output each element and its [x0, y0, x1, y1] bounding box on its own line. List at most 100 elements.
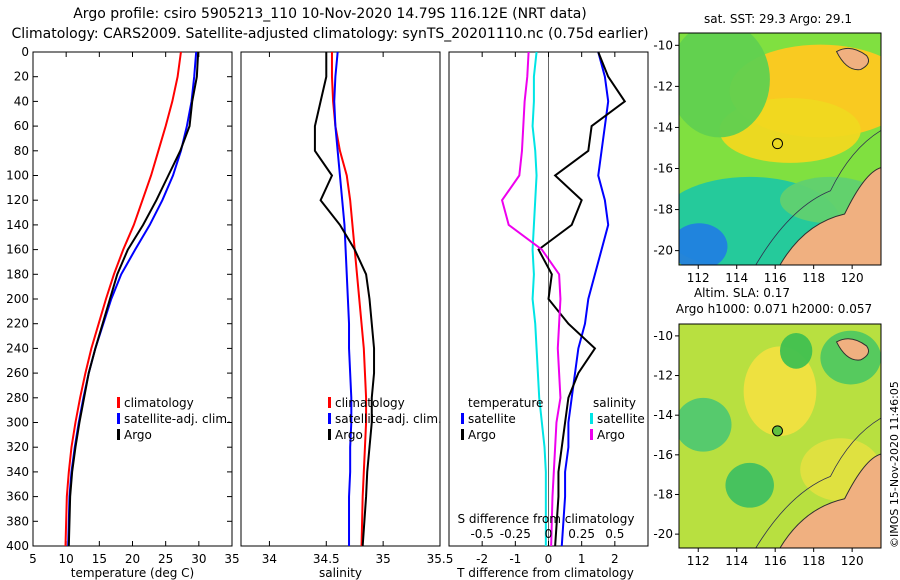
x-tick-label: 34: [262, 552, 277, 566]
y-tick-label: 0: [21, 45, 29, 59]
y-tick-label: 360: [6, 490, 29, 504]
y-tick-label: 240: [6, 341, 29, 355]
x-tick-label: -1: [509, 552, 521, 566]
y-tick-label: -14: [653, 120, 673, 134]
x-tick-label: 15: [92, 552, 107, 566]
y-tick-label: 280: [6, 391, 29, 405]
legend-swatch: [117, 429, 120, 440]
sla-map-title-2: Argo h1000: 0.071 h2000: 0.057: [676, 302, 872, 316]
sst-map-panel: sat. SST: 29.3 Argo: 29.1 112 114 116 118 120…: [653, 12, 882, 285]
y-tick-label: 340: [6, 465, 29, 479]
x-tick-label: 10: [59, 552, 74, 566]
land-coast: [779, 453, 881, 548]
legend-label: satellite-adj. clim.: [124, 412, 231, 426]
x-tick-label: 112: [687, 271, 710, 285]
legend-swatch: [328, 413, 331, 424]
y-tick-label: 260: [6, 366, 29, 380]
legend-label: Argo: [597, 428, 625, 442]
y-tick-label: -16: [653, 162, 673, 176]
y-tick-label: -10: [653, 329, 673, 343]
x-axis-label: temperature (deg C): [71, 566, 194, 580]
y-tick-label: 60: [14, 119, 29, 133]
series-climatology: [64, 51, 182, 547]
y-tick-label: 40: [14, 94, 29, 108]
x-tick-label: 114: [725, 554, 748, 568]
y-tick-label: -16: [653, 448, 673, 462]
y-tick-label: -18: [653, 487, 673, 501]
series-satellite-adj-clim-: [333, 51, 353, 546]
salinity-panel: 34 34.5 35 35.5 salinity climatology satellite…: [240, 51, 454, 580]
x-tick-label: 116: [764, 554, 787, 568]
x-tick-label: 120: [841, 554, 864, 568]
legend-label: satellite: [597, 412, 645, 426]
y-tick-label: 300: [6, 416, 29, 430]
argo-marker: [771, 138, 783, 150]
legend-swatch: [117, 413, 120, 424]
y-tick-label: 20: [14, 70, 29, 84]
x-tick-label: -2: [476, 552, 488, 566]
legend-label: Argo: [124, 428, 152, 442]
legend-swatch: [590, 429, 593, 440]
legend-swatch: [461, 429, 464, 440]
y-tick-label: 100: [6, 169, 29, 183]
legend-swatch: [461, 413, 464, 424]
top-axis-label: S difference from climatology: [458, 512, 635, 526]
map-frame: [678, 323, 882, 549]
map-field: [679, 324, 881, 548]
series-t-satellite: [560, 51, 610, 547]
isobath: [755, 417, 881, 548]
plot-frame: [32, 51, 233, 547]
field-patch: [725, 462, 774, 508]
top-tick-label: -0.25: [500, 527, 531, 541]
legend-swatch: [590, 413, 593, 424]
field-patch: [743, 346, 817, 437]
sla-map-title-1: Altim. SLA: 0.17: [694, 286, 790, 300]
legend-swatch: [117, 397, 120, 408]
legend-swatch: [328, 429, 331, 440]
y-tick-label: 140: [6, 218, 29, 232]
argo-marker: [771, 425, 783, 437]
temperature-panel: 5 10 15 20 25 30 35 0 20 40 60 80 100 120 140 160 180 200…: [6, 45, 240, 580]
y-tick-label: -12: [653, 79, 673, 93]
y-tick-label: 220: [6, 317, 29, 331]
legend-label: climatology: [335, 396, 405, 410]
x-tick-label: 118: [802, 554, 825, 568]
x-tick-label: 116: [764, 271, 787, 285]
legend-header-temperature: temperature: [468, 396, 543, 410]
sla-map-panel: Altim. SLA: 0.17 Argo h1000: 0.071 h2000:…: [653, 286, 882, 568]
field-patch: [679, 33, 770, 138]
y-tick-label: 320: [6, 440, 29, 454]
isobath: [755, 130, 881, 265]
legend-swatch: [328, 397, 331, 408]
x-tick-label: 5: [29, 552, 37, 566]
top-tick-label: 0.25: [568, 527, 595, 541]
y-tick-label: -20: [653, 244, 673, 258]
legend-label: satellite: [468, 412, 516, 426]
field-patch: [679, 223, 728, 265]
series-t-argo: [537, 51, 627, 547]
land-island: [835, 47, 870, 71]
x-tick-label: 114: [725, 271, 748, 285]
series-climatology: [330, 52, 368, 547]
map-frame: [678, 32, 882, 266]
plot-frame: [240, 51, 441, 547]
title-line-1: Argo profile: csiro 5905213_110 10-Nov-2…: [73, 6, 587, 22]
map-field: [679, 33, 881, 265]
sst-map-title: sat. SST: 29.3 Argo: 29.1: [704, 12, 852, 26]
x-axis-label: salinity: [319, 566, 362, 580]
legend-label: satellite-adj. clim.: [335, 412, 442, 426]
x-tick-label: 25: [158, 552, 173, 566]
series-s-argo: [500, 51, 562, 547]
y-tick-label: -18: [653, 203, 673, 217]
y-tick-label: -12: [653, 369, 673, 383]
y-tick-label: 120: [6, 193, 29, 207]
x-tick-label: 35.5: [427, 552, 454, 566]
x-tick-label: 30: [191, 552, 206, 566]
x-tick-label: 35: [376, 552, 391, 566]
difference-panel: -2 -1 0 1 2T difference from climatology -0.5…: [448, 51, 649, 580]
top-tick-label: 0: [545, 527, 553, 541]
series-argo: [67, 51, 200, 547]
y-tick-label: -10: [653, 38, 673, 52]
copyright-stamp: ©IMOS 15-Nov-2020 11:46:05: [888, 381, 900, 548]
